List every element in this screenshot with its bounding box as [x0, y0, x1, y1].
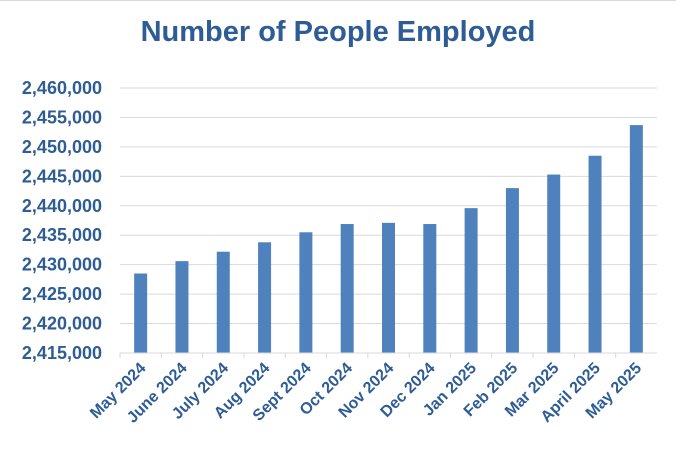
bar	[505, 188, 519, 353]
y-tick-label: 2,445,000	[22, 166, 102, 186]
bar	[340, 224, 354, 353]
bar	[423, 224, 437, 353]
y-tick-label: 2,435,000	[22, 225, 102, 245]
bar	[299, 232, 313, 353]
bar	[464, 208, 478, 353]
bar	[629, 125, 643, 353]
y-tick-label: 2,455,000	[22, 107, 102, 127]
bar	[382, 222, 395, 353]
top-border	[0, 0, 676, 1]
bar	[547, 174, 561, 353]
bar-series	[119, 125, 643, 358]
bar	[175, 261, 189, 353]
bar	[588, 155, 602, 353]
bar	[216, 251, 230, 353]
y-tick-label: 2,440,000	[22, 196, 102, 216]
y-tick-label: 2,430,000	[22, 255, 102, 275]
bar	[134, 273, 148, 353]
y-tick-label: 2,420,000	[22, 314, 102, 334]
y-axis-tick-labels: 2,415,000 2,420,000 2,425,000 2,430,000 2,43…	[22, 78, 102, 363]
chart-title: Number of People Employed	[140, 16, 536, 48]
bar	[258, 242, 272, 353]
gridlines	[120, 87, 657, 354]
y-tick-label: 2,415,000	[22, 343, 102, 363]
y-tick-label: 2,425,000	[22, 284, 102, 304]
y-tick-label: 2,460,000	[22, 78, 102, 98]
y-tick-label: 2,450,000	[22, 137, 102, 157]
